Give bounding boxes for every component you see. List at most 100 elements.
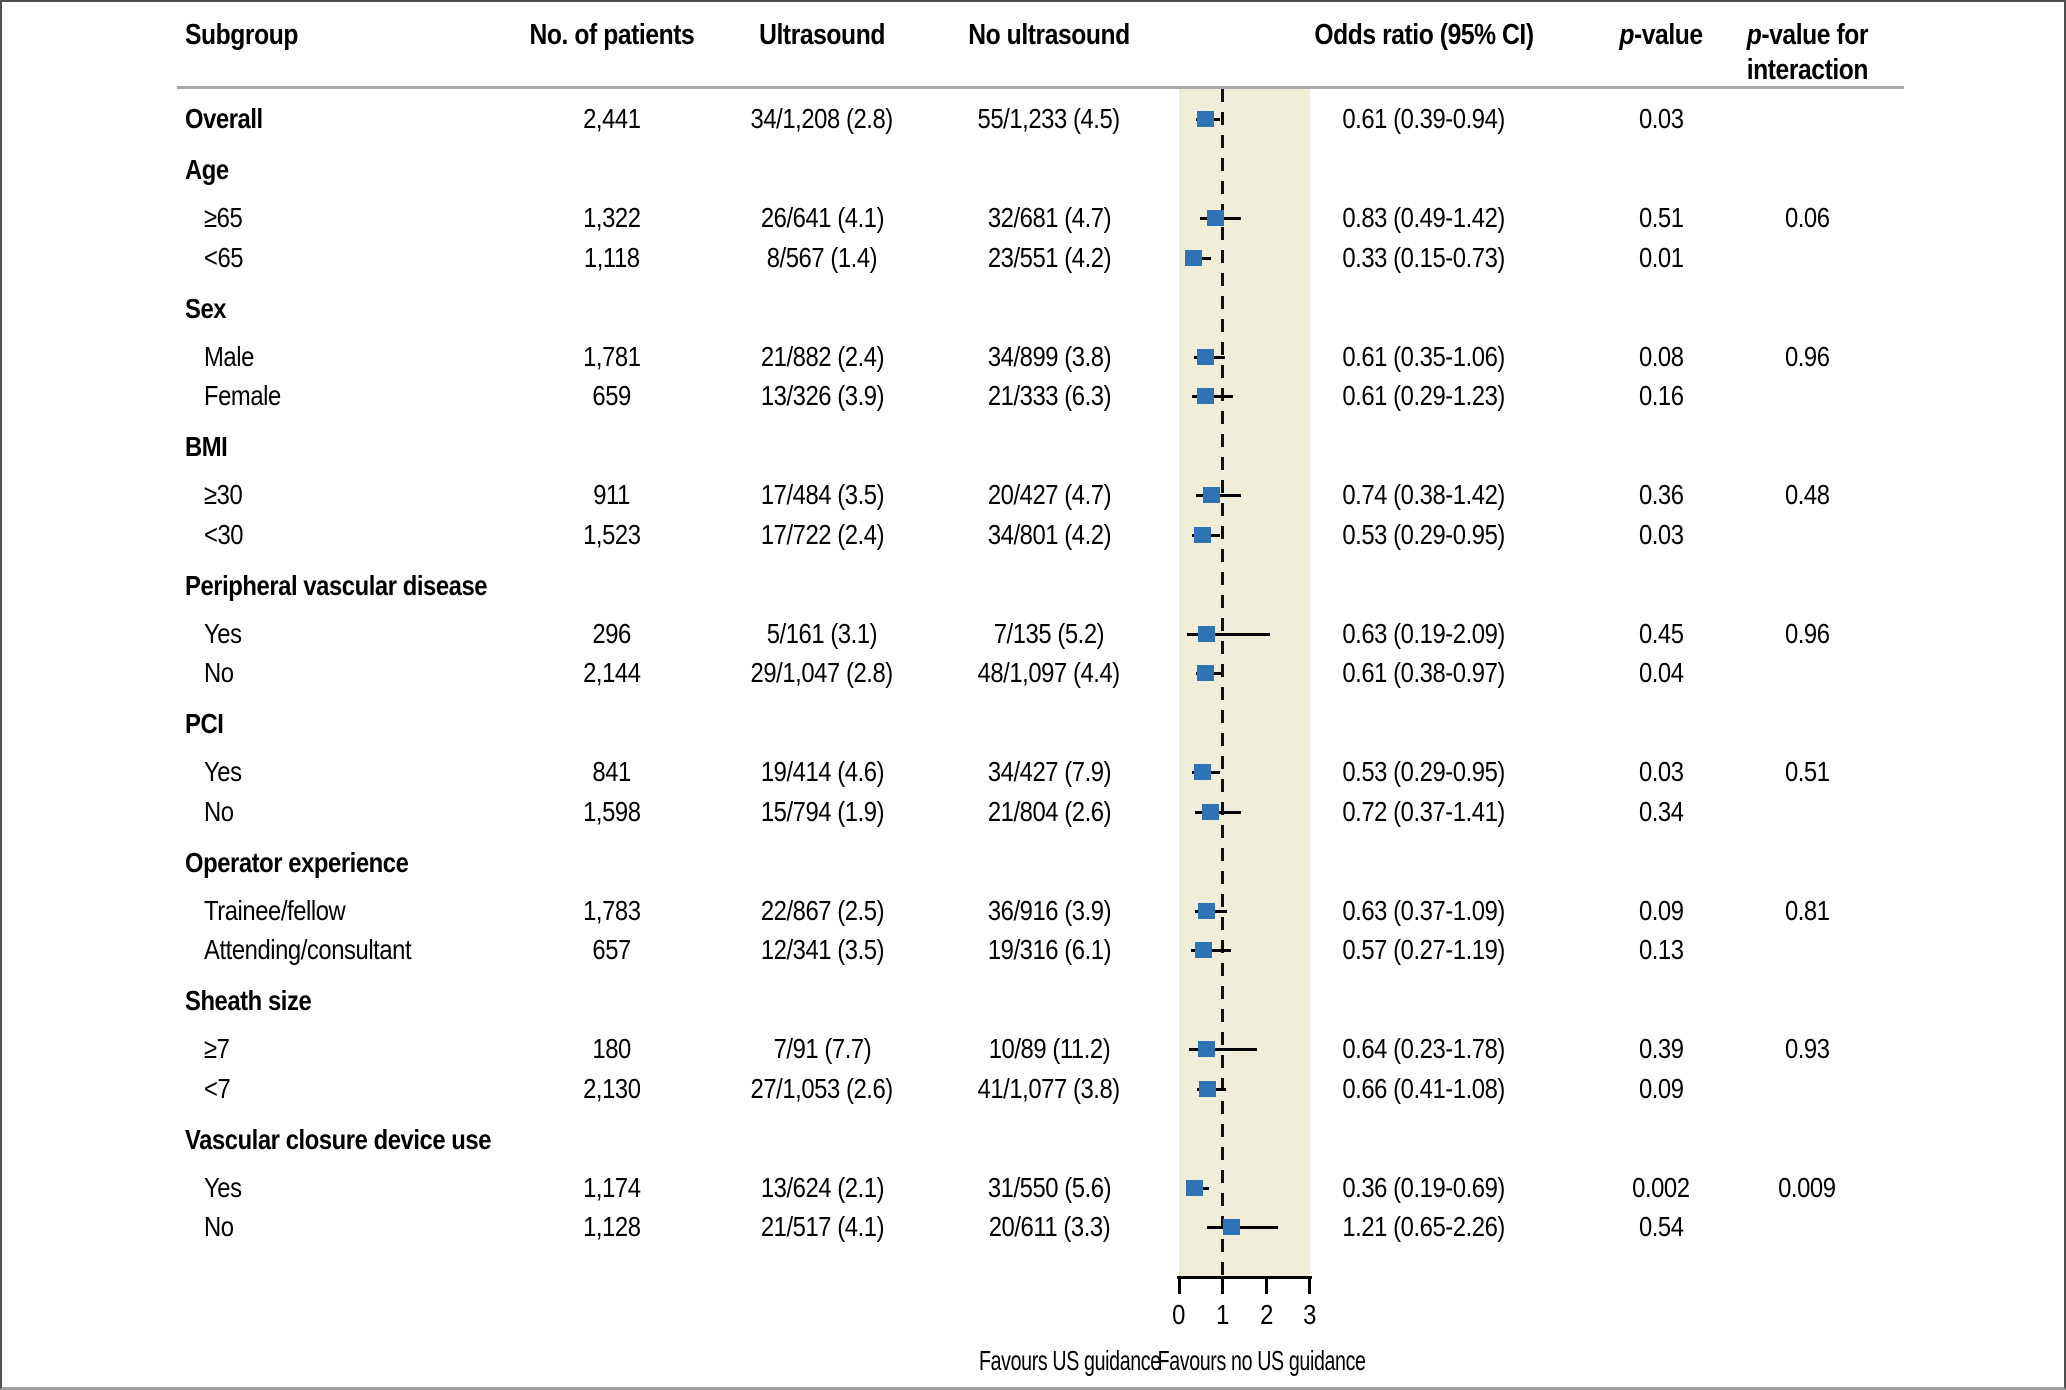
or-marker [1198,626,1215,642]
p-value: 0.45 [1638,618,1684,649]
ci-whisker [1189,1047,1257,1051]
row-label: ≥30 [204,479,243,510]
or-marker [1193,764,1211,780]
odds-ratio-ci-value: 0.36 (0.19-0.69) [1342,1172,1506,1203]
patients-value: 1,128 [583,1211,641,1242]
row-label: Female [204,380,281,411]
col-header-no-ultrasound: No ultrasound [968,19,1130,51]
p-value: 0.03 [1638,103,1684,134]
no-ultrasound-value: 48/1,097 (4.4) [977,657,1121,688]
p-value: 0.03 [1638,756,1684,787]
col-header-odds-ratio: Odds ratio (95% CI) [1314,19,1534,51]
ultrasound-value: 17/722 (2.4) [760,519,884,550]
row-label: Trainee/fellow [204,895,346,926]
axis-tick [1221,1276,1225,1294]
patients-value: 1,174 [583,1172,641,1203]
row-label: Overall [185,103,263,134]
odds-ratio-ci-value: 0.53 (0.29-0.95) [1342,519,1506,550]
p-value: 0.09 [1638,1073,1684,1104]
p-interaction-value: 0.96 [1784,618,1830,649]
odds-ratio-ci-value: 0.63 (0.19-2.09) [1342,618,1506,649]
row-label: Yes [204,1172,242,1203]
no-ultrasound-value: 55/1,233 (4.5) [977,103,1121,134]
p-value: 0.04 [1638,657,1684,688]
axis-tick [1308,1276,1312,1294]
odds-ratio-ci-value: 0.61 (0.35-1.06) [1342,341,1506,372]
ultrasound-value: 22/867 (2.5) [760,895,884,926]
p-interaction-value: 0.93 [1784,1033,1830,1064]
no-ultrasound-value: 7/135 (5.2) [993,618,1105,649]
p-value: 0.03 [1638,519,1684,550]
p-interaction-value: 0.48 [1784,479,1830,510]
p-interaction-value: 0.06 [1784,202,1830,233]
col-header-p-value: p-value [1619,19,1703,51]
axis-line [1177,1276,1312,1279]
no-ultrasound-value: 31/550 (5.6) [987,1172,1111,1203]
axis-tick-label: 1 [1216,1299,1230,1330]
patients-value: 180 [592,1033,632,1064]
row-label: Yes [204,618,242,649]
no-ultrasound-value: 32/681 (4.7) [987,202,1111,233]
patients-value: 296 [592,618,632,649]
odds-ratio-ci-value: 0.61 (0.29-1.23) [1342,380,1506,411]
section-label: Sheath size [185,985,312,1016]
p-value: 0.01 [1638,242,1684,273]
row-label: Yes [204,756,242,787]
or-marker [1199,1081,1217,1097]
section-label: BMI [185,431,228,462]
row-label: <30 [204,519,244,550]
patients-value: 1,781 [583,341,641,372]
col-header-patients: No. of patients [529,19,695,51]
ultrasound-value: 5/161 (3.1) [766,618,878,649]
no-ultrasound-value: 20/611 (3.3) [988,1211,1110,1242]
p-value: 0.16 [1638,380,1684,411]
row-label: Attending/consultant [204,934,412,965]
odds-ratio-ci-value: 1.21 (0.65-2.26) [1342,1211,1506,1242]
no-ultrasound-value: 34/427 (7.9) [987,756,1111,787]
or-marker [1198,1041,1216,1057]
or-marker [1197,388,1215,404]
or-marker [1197,111,1215,127]
ultrasound-value: 29/1,047 (2.8) [750,657,894,688]
patients-value: 2,144 [583,657,641,688]
or-marker [1198,903,1215,919]
ultrasound-value: 19/414 (4.6) [760,756,884,787]
col-header-ultrasound: Ultrasound [759,19,885,51]
no-ultrasound-value: 34/801 (4.2) [987,519,1111,550]
or-marker [1202,487,1220,503]
no-ultrasound-value: 10/89 (11.2) [988,1033,1110,1064]
no-ultrasound-value: 21/333 (6.3) [987,380,1111,411]
patients-value: 1,783 [583,895,641,926]
row-label: No [204,796,234,827]
p-value: 0.51 [1638,202,1684,233]
p-interaction-value: 0.81 [1784,895,1830,926]
patients-value: 1,523 [583,519,641,550]
ultrasound-value: 13/624 (2.1) [760,1172,884,1203]
section-label: Operator experience [185,847,409,878]
or-marker [1223,1219,1241,1235]
section-label: Sex [185,293,227,324]
ci-whisker [1187,632,1271,636]
or-marker [1184,250,1202,266]
no-ultrasound-value: 41/1,077 (3.8) [977,1073,1121,1104]
ultrasound-value: 15/794 (1.9) [760,796,884,827]
patients-value: 657 [592,934,632,965]
patients-value: 1,322 [583,202,641,233]
odds-ratio-ci-value: 0.83 (0.49-1.42) [1342,202,1506,233]
or-marker [1193,527,1211,543]
odds-ratio-ci-value: 0.64 (0.23-1.78) [1342,1033,1506,1064]
ultrasound-value: 21/882 (2.4) [760,341,884,372]
patients-value: 841 [592,756,632,787]
no-ultrasound-value: 21/804 (2.6) [987,796,1111,827]
p-value: 0.08 [1638,341,1684,372]
row-label: ≥7 [204,1033,230,1064]
row-label: <7 [204,1073,231,1104]
section-label: Vascular closure device use [185,1124,492,1155]
section-label: Age [185,154,229,185]
ultrasound-value: 21/517 (4.1) [760,1211,884,1242]
col-header-p-interaction-line1: p-value for [1746,19,1868,51]
p-value: 0.13 [1638,934,1684,965]
row-label: No [204,657,234,688]
p-value: 0.34 [1638,796,1684,827]
